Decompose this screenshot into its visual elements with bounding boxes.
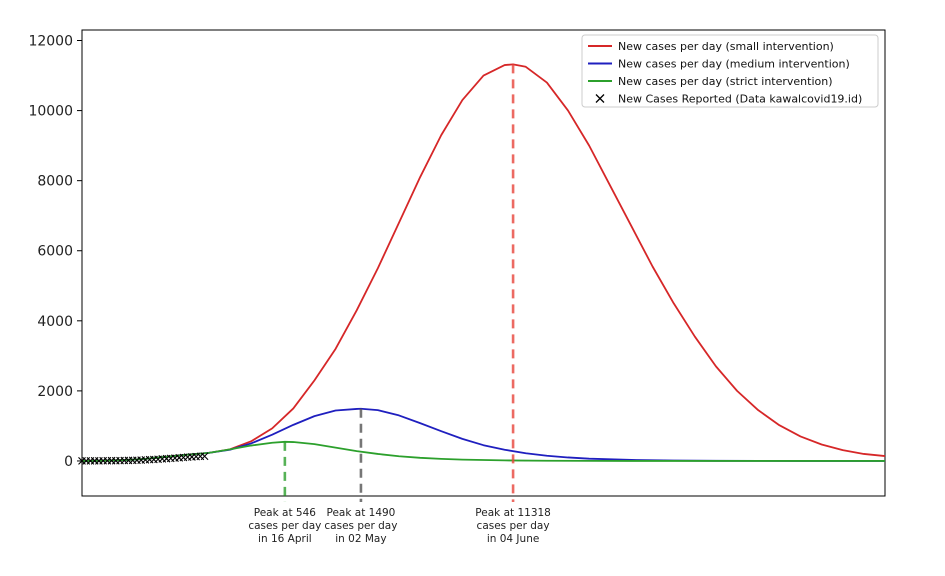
peak-annotation-line: cases per day xyxy=(477,520,550,532)
y-tick-label: 12000 xyxy=(28,34,73,50)
legend-label: New cases per day (small intervention) xyxy=(618,40,834,53)
peak-annotation-line: Peak at 546 xyxy=(254,507,317,519)
legend-label: New cases per day (medium intervention) xyxy=(618,58,850,71)
peak-annotation-line: in 16 April xyxy=(258,533,312,545)
legend: New cases per day (small intervention) Ne… xyxy=(581,34,879,108)
peak-annotation-line: in 04 June xyxy=(487,533,539,545)
series-layer xyxy=(78,63,886,465)
legend-label: New Cases Reported (Data kawalcovid19.id… xyxy=(618,93,862,106)
peak-annotation-line: Peak at 1490 xyxy=(326,507,395,519)
legend-label: New cases per day (strict intervention) xyxy=(618,75,833,88)
reported-point xyxy=(200,452,209,461)
axes: 12000 10000 8000 6000 4000 2000 0 xyxy=(28,29,886,497)
peak-annotation-line: Peak at 11318 xyxy=(475,507,551,519)
legend-box xyxy=(581,34,879,108)
peak-annotation-line: cases per day xyxy=(248,520,321,532)
y-tick-label: 0 xyxy=(64,454,73,470)
reported-cases-markers xyxy=(78,452,209,465)
series-line-2 xyxy=(81,440,885,462)
legend-marker xyxy=(595,94,605,103)
y-tick-label: 2000 xyxy=(37,384,73,400)
peak-annotation-line: in 02 May xyxy=(335,533,386,545)
plot-frame xyxy=(81,29,886,497)
peak-annotation-line: cases per day xyxy=(324,520,397,532)
y-tick-label: 4000 xyxy=(37,314,73,330)
y-tick-label: 8000 xyxy=(37,174,73,190)
y-tick-label: 6000 xyxy=(37,244,73,260)
y-tick-label: 10000 xyxy=(28,104,73,120)
series-line-0 xyxy=(81,63,886,462)
